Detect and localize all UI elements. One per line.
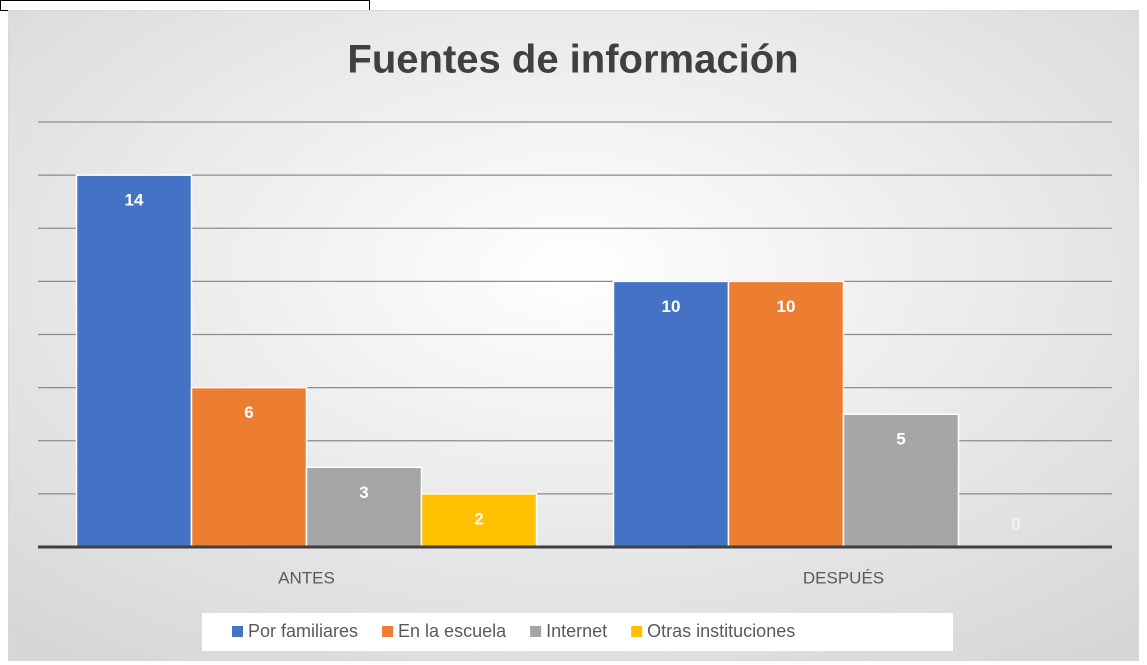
chart-area: [8, 10, 1139, 661]
legend-label: Por familiares: [248, 621, 358, 641]
legend-swatch: [232, 626, 243, 637]
chart-title: Fuentes de información: [347, 38, 798, 82]
legend-swatch: [631, 626, 643, 637]
top-box: [0, 0, 370, 11]
legend-label: En la escuela: [398, 621, 507, 641]
x-tick-label: ANTES: [278, 568, 335, 587]
data-label: 6: [244, 403, 253, 422]
legend-swatch: [530, 626, 542, 637]
data-label: 14: [125, 191, 144, 210]
data-label: 5: [896, 430, 905, 449]
data-label: 3: [359, 483, 368, 502]
data-label: 2: [474, 509, 483, 528]
legend-label: Otras instituciones: [647, 621, 795, 641]
data-label: 0: [1011, 514, 1020, 533]
legend-label: Internet: [546, 621, 607, 641]
bar: [420, 493, 538, 548]
bar: [612, 280, 730, 548]
data-label: 10: [662, 297, 681, 316]
x-tick-label: DESPUÉS: [803, 568, 884, 587]
bar: [842, 413, 960, 548]
bar: [727, 280, 845, 548]
bar: [305, 466, 423, 548]
data-label: 10: [777, 297, 796, 316]
bar: [75, 174, 193, 548]
bar: [190, 386, 308, 548]
legend: [202, 613, 953, 651]
legend-swatch: [382, 626, 394, 637]
